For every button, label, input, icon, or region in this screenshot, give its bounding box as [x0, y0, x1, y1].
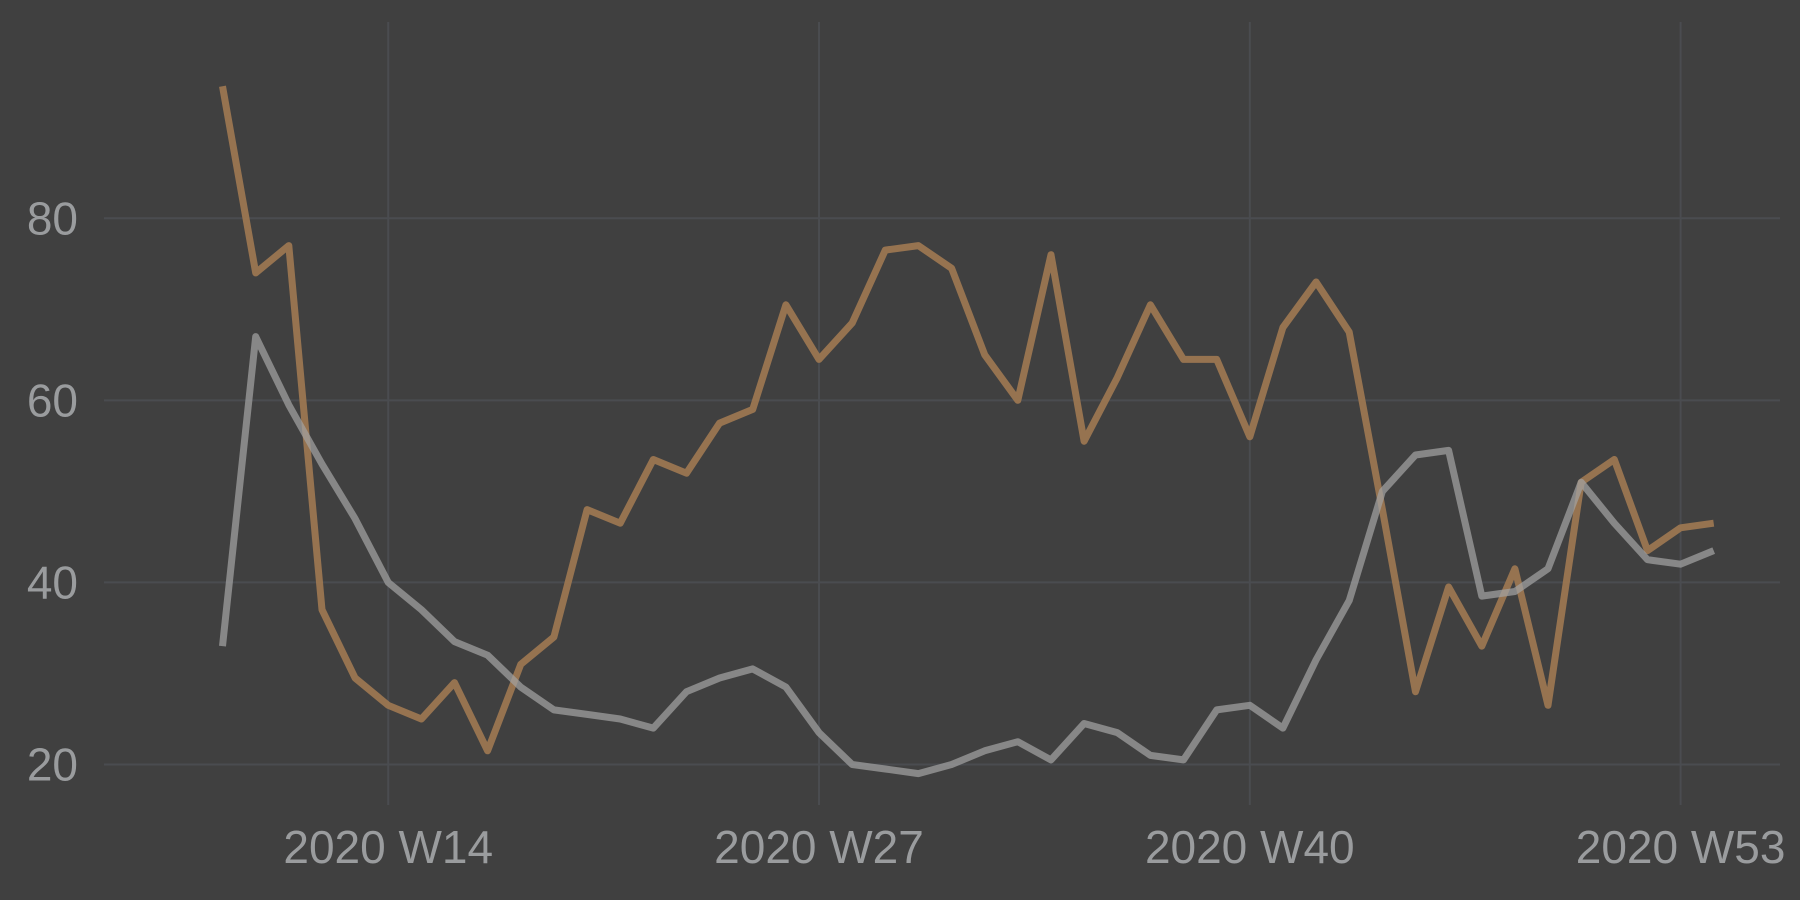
series-2-line — [219, 333, 1716, 778]
x-tick-label-w27: 2020 W27 — [714, 821, 924, 873]
y-tick-label-40: 40 — [27, 556, 78, 608]
x-tick-label-w53: 2020 W53 — [1576, 821, 1786, 873]
x-tick-label-w14: 2020 W14 — [283, 821, 493, 873]
y-tick-label-80: 80 — [27, 192, 78, 244]
series-2 — [219, 333, 1716, 778]
tick-labels: 20 40 60 80 2020 W14 2020 W27 2020 W40 2020 W53 — [27, 192, 1786, 873]
series-1 — [219, 85, 1715, 755]
y-tick-label-20: 20 — [27, 738, 78, 790]
series-1-line — [219, 85, 1715, 755]
y-tick-label-60: 60 — [27, 374, 78, 426]
gridlines — [104, 22, 1780, 805]
series-lines — [219, 85, 1716, 778]
x-tick-label-w40: 2020 W40 — [1145, 821, 1355, 873]
